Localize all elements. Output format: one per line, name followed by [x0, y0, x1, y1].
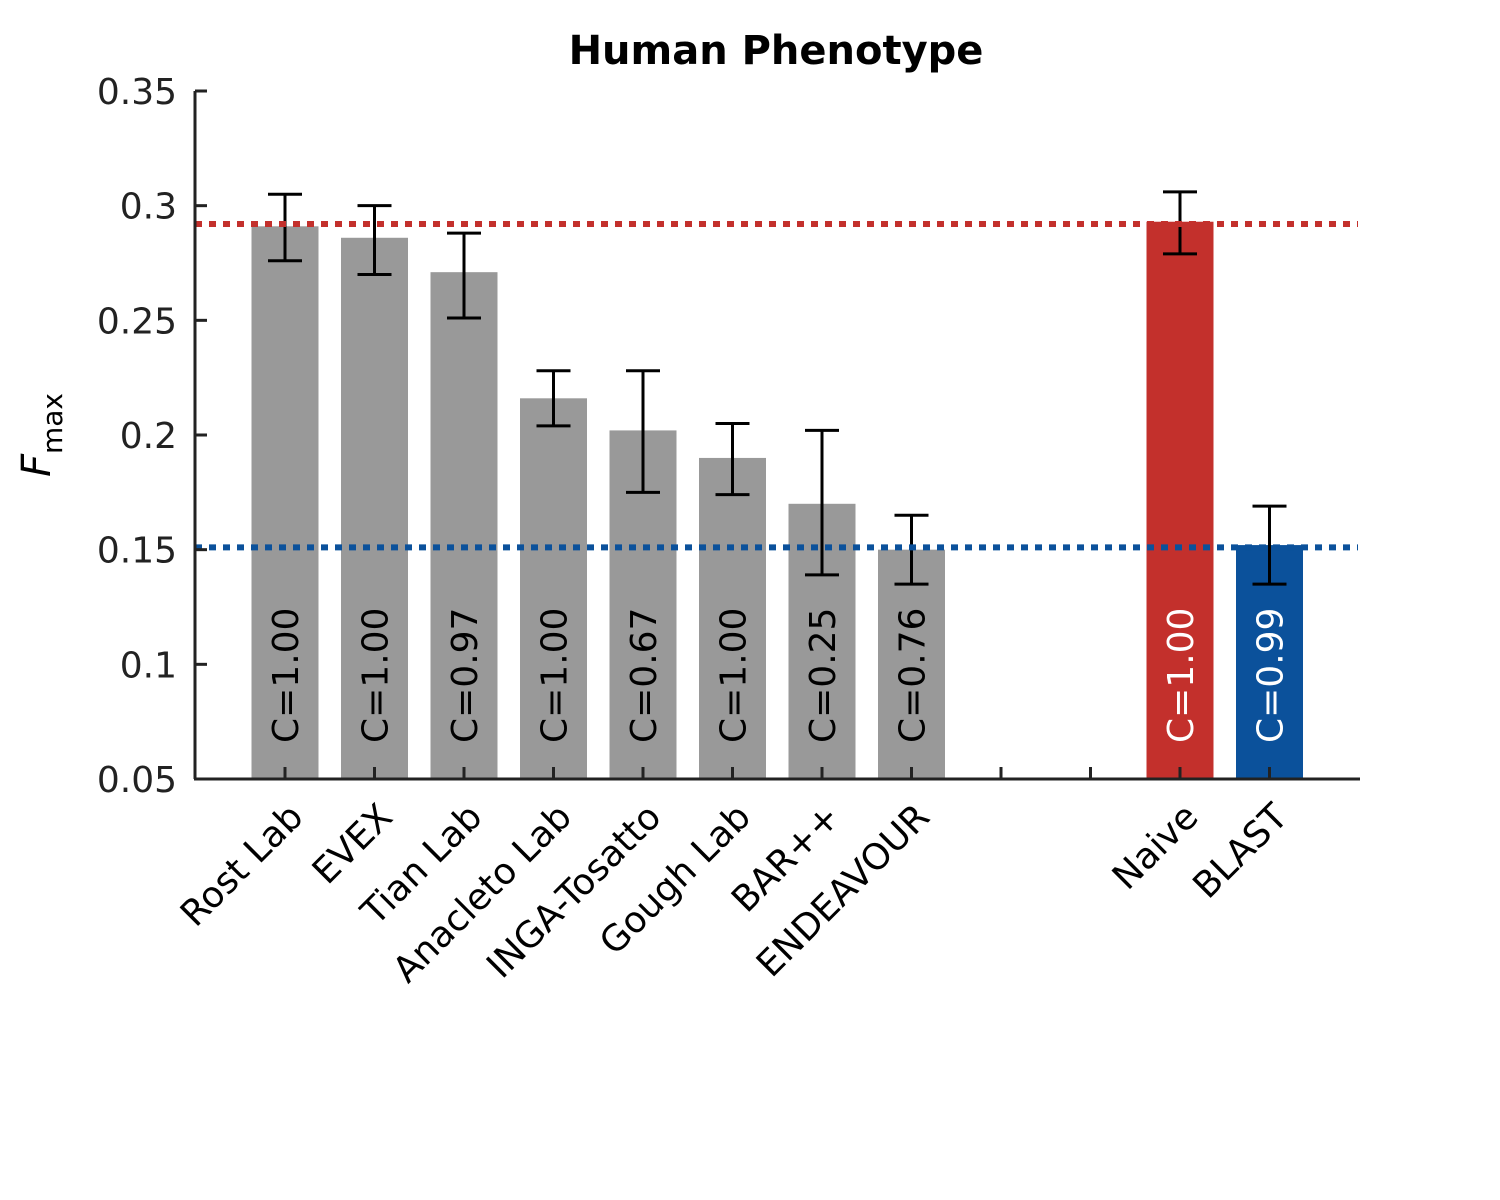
coverage-label-4: C=0.67: [624, 608, 665, 743]
coverage-label-10: C=1.00: [1161, 608, 1202, 743]
error-bars-layer: [268, 190, 1287, 586]
chart-title: Human Phenotype: [569, 28, 984, 74]
y-tick-label-0: 0.05: [97, 760, 177, 801]
y-tick-label-6: 0.35: [97, 72, 177, 113]
y-tick-label-3: 0.2: [120, 416, 177, 457]
x-tick-label-11: BLAST: [1186, 796, 1297, 907]
y-tick-label-2: 0.15: [97, 531, 177, 572]
y-ticks-layer: 0.05 0.1 0.15 0.2 0.25 0.3 0.35: [97, 72, 207, 801]
coverage-label-3: C=1.00: [535, 608, 576, 743]
reference-lines-layer: [195, 221, 1358, 551]
y-tick-label-1: 0.1: [120, 645, 177, 686]
bar-5: [699, 457, 766, 779]
y-axis-label: F: [14, 453, 60, 477]
bar-10: [1146, 221, 1214, 780]
bar-3: [520, 398, 587, 779]
y-axis-label-subscript: max: [36, 393, 69, 454]
coverage-label-5: C=1.00: [714, 608, 755, 743]
coverage-label-0: C=1.00: [266, 608, 307, 743]
bar-7: [878, 549, 945, 779]
coverage-label-11: C=0.99: [1251, 608, 1292, 743]
coverage-label-2: C=0.97: [445, 608, 486, 743]
coverage-label-7: C=0.76: [893, 608, 934, 743]
x-tick-label-0: Rost Lab: [173, 796, 311, 934]
bar-1: [341, 237, 408, 780]
coverage-labels-layer: C=1.00 C=1.00 C=0.97 C=1.00 C=0.67 C=1.00 C=0.…: [266, 608, 1292, 743]
bar-0: [251, 226, 319, 780]
y-axis-label-group: Fmax: [14, 393, 69, 477]
coverage-label-6: C=0.25: [803, 608, 844, 743]
coverage-label-1: C=1.00: [356, 608, 397, 743]
bar-2: [430, 272, 498, 779]
y-tick-label-4: 0.25: [97, 301, 177, 342]
y-tick-label-5: 0.3: [120, 187, 177, 228]
svg-text:Fmax: Fmax: [14, 393, 69, 477]
bars-layer: [251, 221, 1303, 780]
